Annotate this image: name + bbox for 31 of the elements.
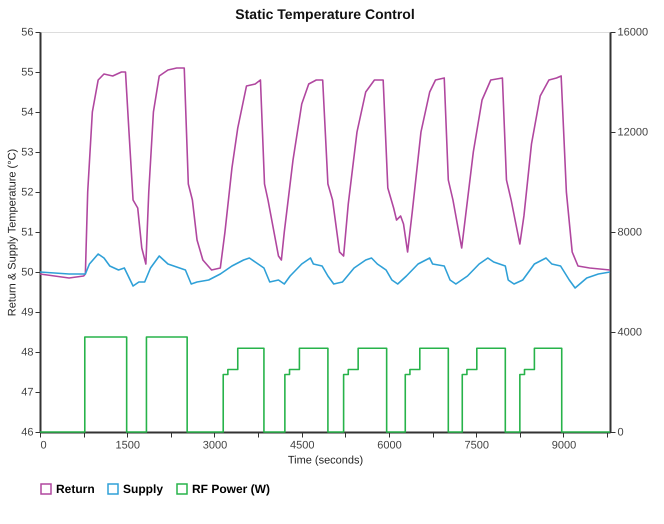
- x-tick-label: 7500: [464, 440, 489, 452]
- y2-tick-label: 12000: [618, 126, 648, 138]
- line-series: [39, 253, 611, 289]
- x-tick-label: 4500: [290, 440, 314, 452]
- y-tick-label: 49: [21, 306, 34, 318]
- y-tick-label: 52: [21, 186, 34, 198]
- x-tick-label: 6000: [377, 440, 402, 452]
- y-tick-label: 51: [21, 226, 34, 238]
- y2-tick-label: 16000: [618, 26, 648, 38]
- legend-label: Return: [56, 482, 95, 496]
- chart-title: Static Temperature Control: [235, 6, 415, 22]
- y2-tick-label: 8000: [618, 226, 642, 238]
- x-tick-label: 1500: [116, 440, 140, 452]
- x-tick-label: 0: [40, 440, 47, 452]
- y-axis-title: Return & Supply Temperature (°C): [6, 148, 18, 316]
- y-tick-label: 47: [21, 386, 34, 398]
- x-tick-label: 3000: [202, 440, 228, 452]
- y-tick-label: 55: [21, 66, 34, 78]
- y-tick-label: 46: [21, 426, 34, 438]
- x-tick-label: 9000: [552, 440, 576, 452]
- y-tick-label: 53: [21, 146, 34, 158]
- y2-tick-label: 0: [618, 426, 624, 438]
- line-series: [39, 67, 611, 279]
- y-tick-label: 56: [21, 26, 34, 38]
- x-axis-title: Time (seconds): [288, 454, 364, 466]
- y-tick-label: 48: [21, 346, 34, 358]
- legend-label: Supply: [123, 482, 164, 496]
- y2-tick-label: 4000: [618, 326, 642, 338]
- y-tick-label: 54: [21, 106, 34, 118]
- y-tick-label: 50: [21, 266, 34, 278]
- legend-label: RF Power (W): [192, 482, 270, 496]
